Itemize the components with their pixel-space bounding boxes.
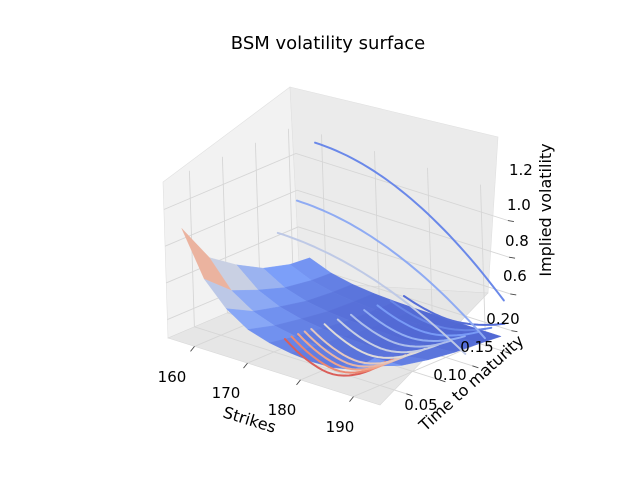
z-tick-mark [511, 330, 518, 333]
y-tick-mark [472, 365, 479, 369]
x-tick-mark [243, 362, 248, 369]
surface-contour-line [350, 313, 453, 348]
surface-contour-line [295, 199, 486, 340]
x-tick-label: 160 [158, 368, 187, 386]
surface-contour-line [376, 304, 479, 337]
z-grid-line [163, 153, 509, 221]
z-tick-label: 1.2 [509, 161, 533, 179]
x-tick-labels: 160 170 180 190 [158, 368, 355, 436]
z-tick-label: 0.6 [503, 267, 527, 285]
y-tick-mark [406, 393, 413, 397]
x-tick-label: 190 [326, 418, 355, 436]
x-tick-mark [349, 396, 354, 402]
surface-contour-line [314, 141, 505, 302]
z-tick-mark [510, 293, 517, 296]
z-tick-labels: 0.6 0.8 1.0 1.2 [503, 161, 533, 285]
y-grid-line [188, 170, 407, 395]
z-tick-label: 0.8 [505, 232, 529, 250]
z-grid-line [164, 189, 510, 258]
surface-contour-line [310, 328, 413, 365]
surface-contour-line [276, 231, 467, 355]
x-tick-mark [296, 379, 301, 386]
surface-contour-line [402, 295, 506, 326]
z-tick-mark [508, 256, 516, 259]
back-pane [289, 86, 499, 294]
x-tick-label: 170 [212, 384, 241, 402]
y-tick-label: 0.05 [404, 396, 437, 414]
contour-layer [276, 141, 506, 377]
y-tick-label: 0.10 [433, 366, 466, 384]
z-tick-mark [507, 220, 514, 222]
surface-contour-line [389, 299, 493, 332]
y-tick-label: 0.15 [460, 338, 493, 356]
surface-contour-line [323, 323, 426, 359]
chart-title: BSM volatility surface [231, 33, 425, 54]
y-tick-mark [505, 351, 512, 355]
z-tick-label: 1.0 [507, 196, 531, 214]
surface-contour-line [336, 318, 440, 354]
y-tick-mark [439, 379, 446, 383]
z-axis-label: Implied volatility [536, 143, 555, 276]
y-tick-labels: 0.05 0.10 0.15 0.20 [404, 310, 519, 414]
x-tick-label: 180 [268, 401, 297, 419]
x-tick-mark [190, 346, 195, 352]
surface-contour-line [363, 309, 466, 342]
y-tick-label: 0.20 [486, 310, 519, 328]
